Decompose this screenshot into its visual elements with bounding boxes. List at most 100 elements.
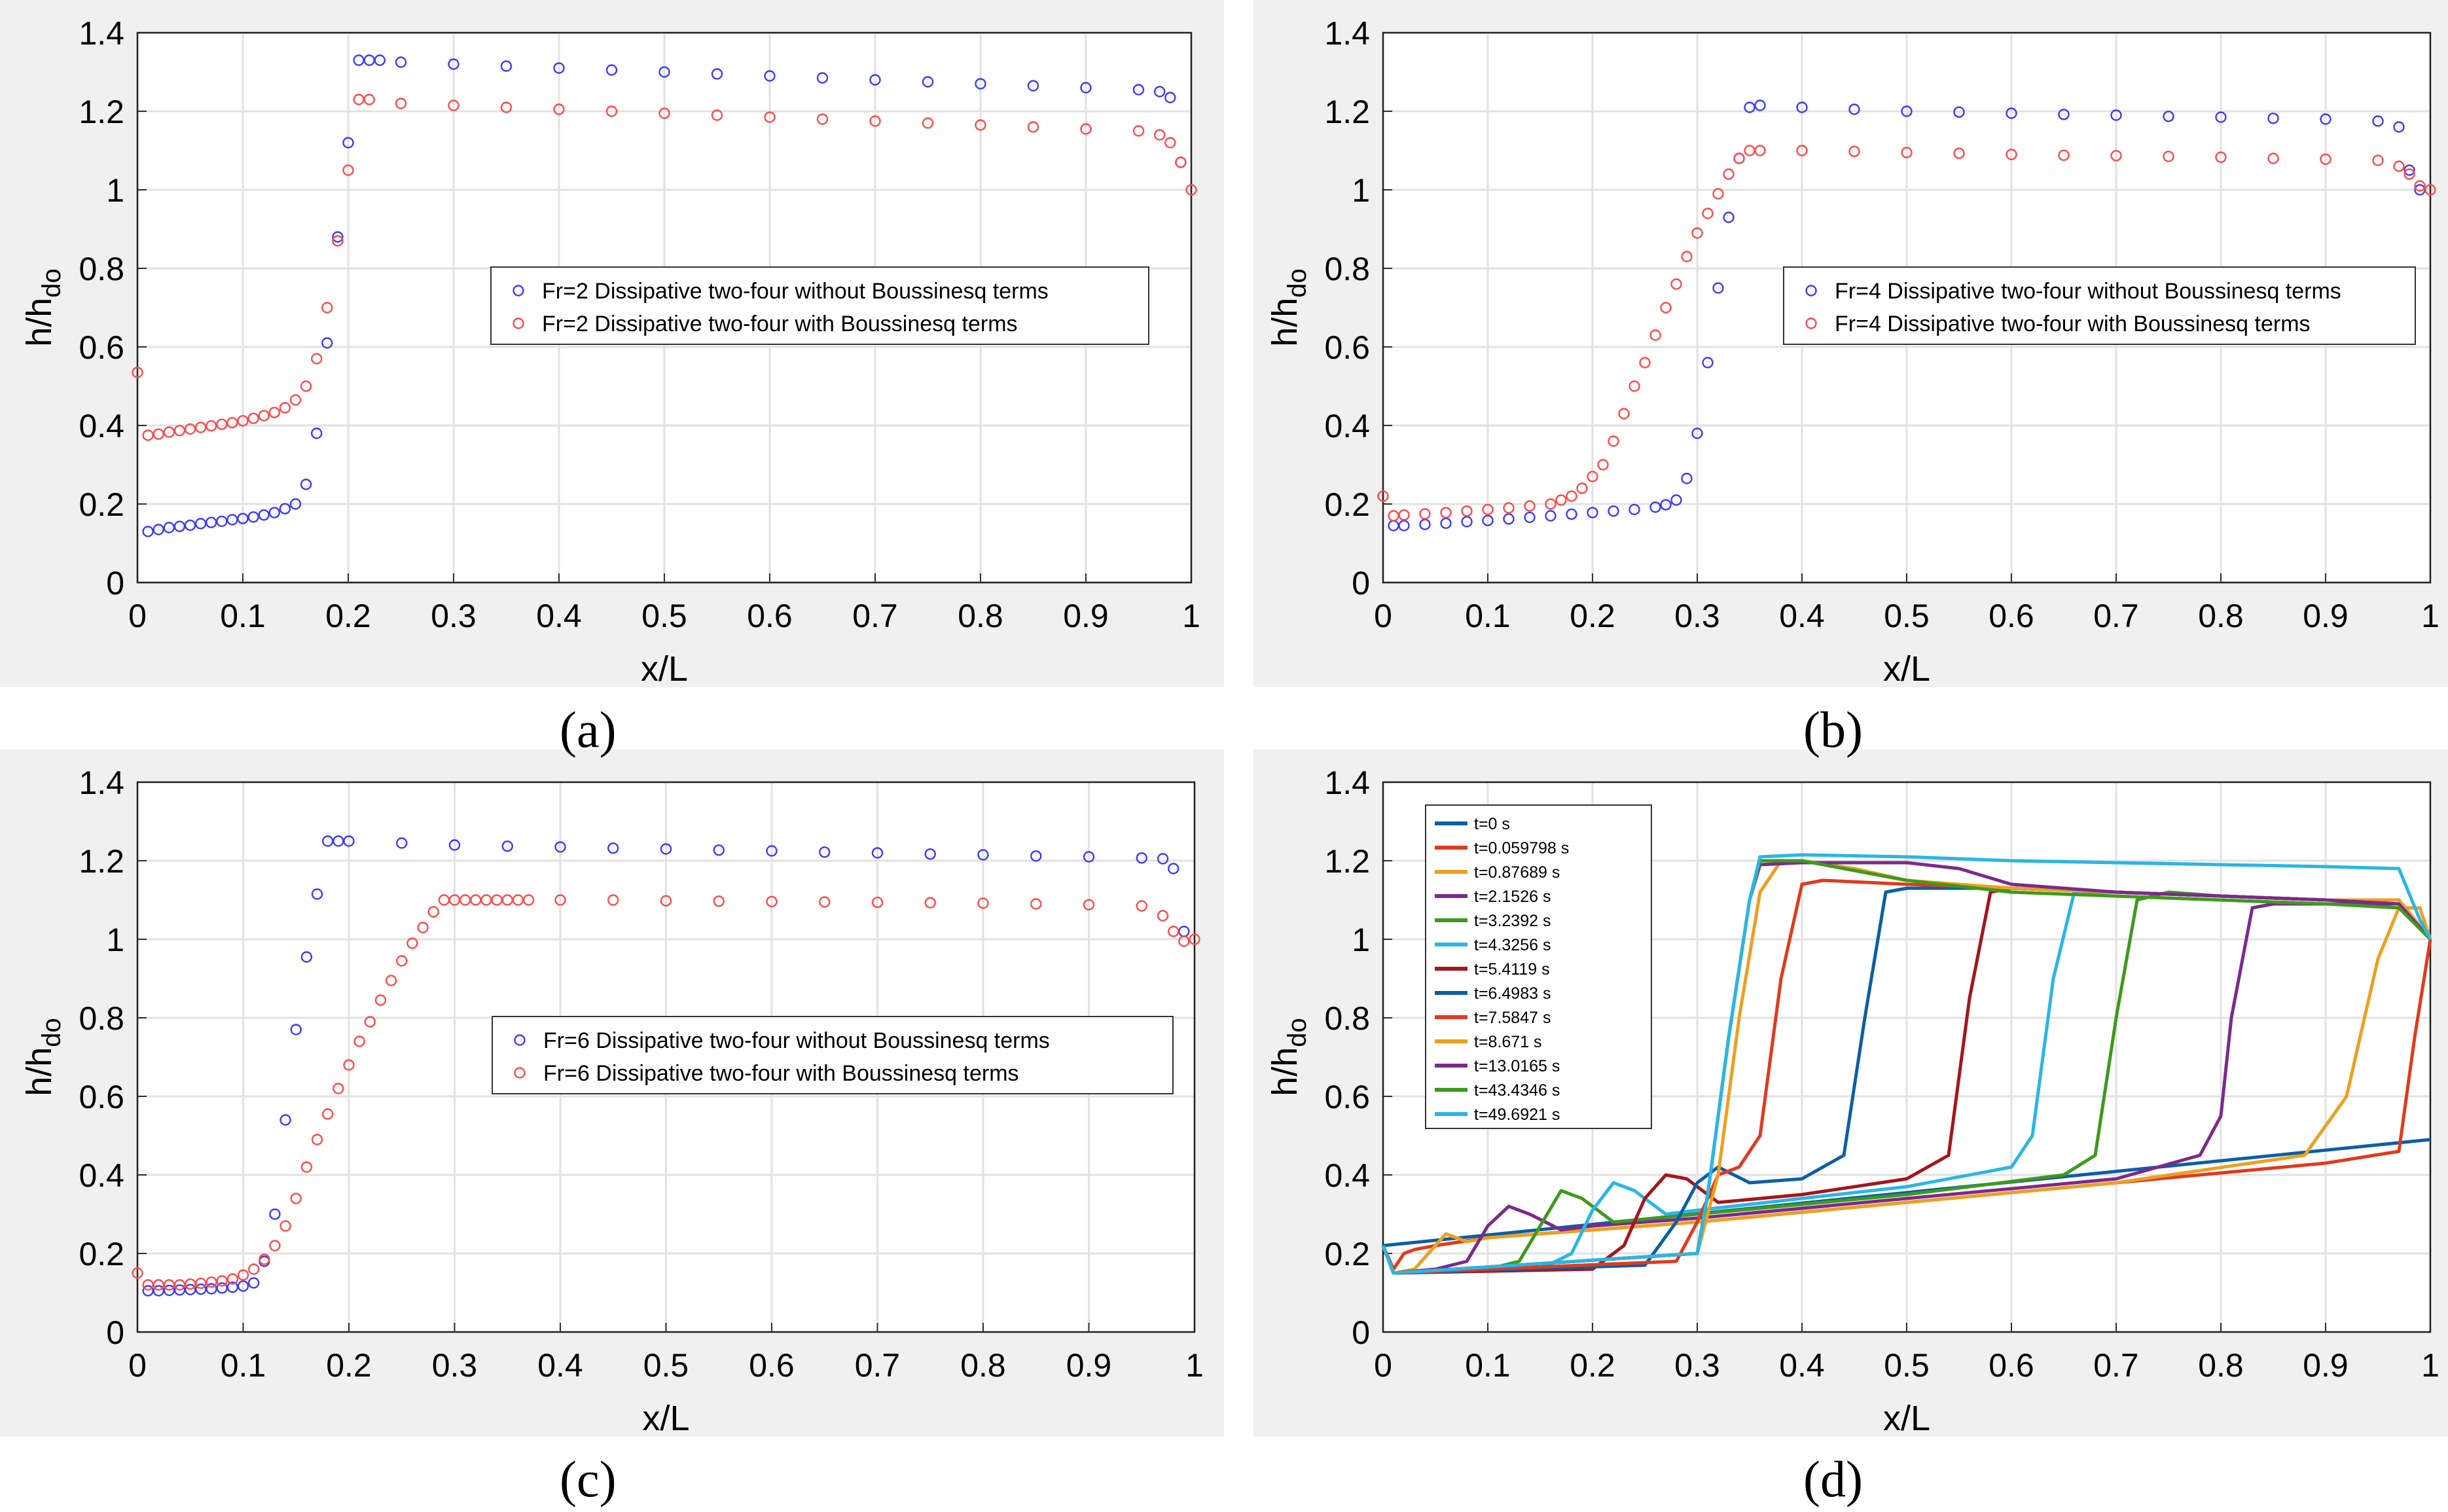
x-tick-label: 0	[1374, 1347, 1392, 1384]
y-tick-label: 1	[1352, 922, 1370, 958]
data-point	[2006, 107, 2017, 119]
data-point	[448, 99, 459, 111]
legend-label: t=13.0165 s	[1474, 1057, 1560, 1075]
legend-label: t=4.3256 s	[1474, 936, 1551, 954]
series-without-boussinesq	[1388, 99, 2426, 531]
legend-marker	[1805, 285, 1817, 297]
data-point	[427, 906, 439, 918]
data-point	[1157, 853, 1169, 865]
legend-label: t=0 s	[1474, 815, 1510, 833]
axes-frame	[1382, 31, 2432, 584]
data-point	[1953, 147, 1965, 159]
data-point	[871, 896, 884, 909]
data-point	[448, 839, 461, 851]
x-tick-label: 0.3	[431, 598, 477, 634]
data-point	[184, 519, 196, 531]
x-tick-label: 0.6	[747, 598, 793, 634]
data-point	[1132, 84, 1145, 96]
legend-label: Fr=2 Dissipative two-four without Boussi…	[542, 279, 1049, 304]
data-point	[300, 478, 312, 490]
data-point	[553, 62, 565, 74]
data-point	[2267, 113, 2279, 124]
data-point	[1398, 509, 1410, 521]
x-tick-label: 0.8	[960, 1347, 1006, 1384]
data-point	[374, 54, 386, 66]
data-point	[1702, 357, 1714, 369]
data-point	[2163, 151, 2174, 162]
axes-frame	[1382, 781, 2432, 1333]
series-without-boussinesq	[142, 835, 1190, 1297]
data-point	[332, 231, 344, 243]
data-point	[395, 98, 407, 109]
data-point	[226, 417, 238, 429]
data-point	[554, 841, 566, 853]
x-tick-label: 0.3	[432, 1347, 478, 1384]
data-point	[2267, 153, 2279, 164]
data-point	[1566, 508, 1577, 520]
data-point	[1167, 926, 1179, 937]
data-point	[1419, 508, 1431, 520]
data-point	[869, 115, 881, 127]
legend-marker	[514, 1034, 526, 1046]
y-axis-label: h/hdo	[1265, 1018, 1312, 1096]
x-tick-label: 0.7	[852, 598, 898, 634]
x-tick-label: 0.2	[1570, 598, 1615, 634]
caption-c: (c)	[560, 1450, 617, 1507]
data-point	[2163, 111, 2174, 122]
data-point	[279, 503, 291, 514]
x-tick-label: 0.9	[1063, 598, 1109, 634]
y-tick-label: 0.8	[79, 1000, 124, 1037]
data-point	[226, 514, 238, 526]
data-point	[300, 1161, 313, 1173]
data-point	[173, 1279, 186, 1291]
data-point	[1083, 851, 1095, 863]
chart-panel-a: 0 0.1 0.2 0.3 0.4 0.5 0.6 0.7 0.8 0.9 1 0 0.2 0.4 0.6 0…	[0, 0, 1224, 689]
data-point	[268, 507, 280, 518]
y-tick-label: 1.4	[79, 765, 124, 801]
x-tick-label: 0.4	[536, 598, 582, 634]
data-point	[1503, 502, 1515, 514]
x-axis-label: x/L	[641, 649, 688, 689]
data-point	[501, 840, 513, 852]
data-point	[975, 119, 986, 131]
legend-label: Fr=4 Dissipative two-four with Boussines…	[1835, 312, 2311, 336]
data-point	[1587, 471, 1598, 482]
data-point	[1649, 501, 1661, 513]
data-point	[605, 64, 618, 76]
data-point	[924, 848, 936, 860]
y-tick-label: 0	[1352, 1314, 1370, 1351]
data-point	[195, 1277, 207, 1289]
data-point	[322, 1108, 334, 1120]
data-point	[1670, 278, 1682, 290]
x-tick-label: 0.6	[749, 1347, 795, 1384]
y-axis-label: h/hdo	[1265, 268, 1312, 347]
data-point	[321, 302, 333, 314]
data-point	[2320, 153, 2331, 165]
data-point	[1618, 408, 1630, 420]
data-point	[607, 894, 619, 906]
data-point	[1030, 850, 1042, 862]
x-tick-label: 0.1	[221, 1347, 266, 1384]
data-point	[1555, 494, 1567, 506]
data-point	[1691, 427, 1703, 439]
series-with-boussinesq	[1377, 145, 2436, 522]
data-point	[279, 402, 291, 414]
legend-marker	[514, 1067, 526, 1079]
x-tick-label: 0	[128, 1347, 147, 1384]
y-tick-label: 0.2	[1324, 1236, 1370, 1272]
data-point	[1167, 863, 1179, 874]
data-point	[1587, 507, 1598, 518]
data-point	[142, 429, 154, 441]
series-line	[1381, 853, 2432, 1275]
data-point	[1136, 900, 1147, 912]
legend-label: t=7.5847 s	[1474, 1009, 1551, 1027]
data-point	[396, 955, 408, 967]
y-tick-label: 0.4	[79, 408, 124, 444]
caption-a: (a)	[560, 701, 617, 758]
data-point	[279, 1220, 291, 1232]
x-tick-label: 0.9	[2303, 1347, 2349, 1384]
data-point	[321, 337, 333, 349]
x-axis-label: x/L	[1883, 649, 1930, 689]
data-point	[764, 70, 776, 82]
data-point	[311, 888, 323, 900]
